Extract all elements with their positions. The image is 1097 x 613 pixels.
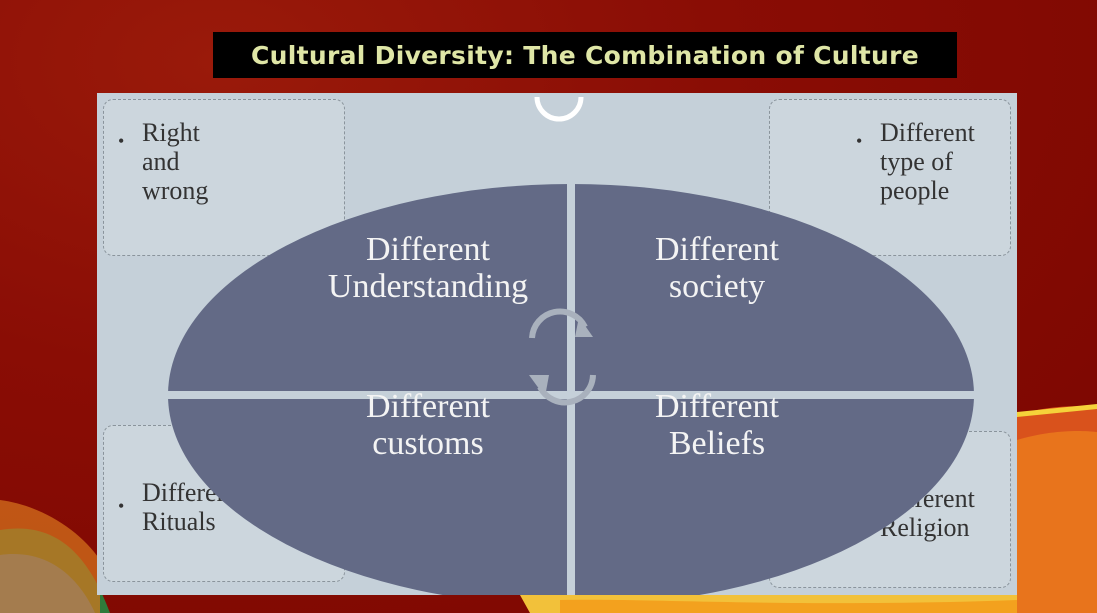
quadrant-label-understanding: Different Understanding (298, 231, 558, 305)
quadrant-label-beliefs: Different Beliefs (587, 388, 847, 462)
corner-text-right-and-wrong: Right and wrong (142, 118, 209, 205)
quadrant-line2: society (668, 268, 766, 305)
quadrant-line1: Different (366, 231, 490, 268)
quadrant-label-customs: Different customs (298, 388, 558, 462)
quadrant-line2: Beliefs (668, 425, 766, 462)
quadrant-line1: Different (366, 388, 490, 425)
quadrant-line1: Different (655, 231, 779, 268)
quadrant-line1: Different (655, 388, 779, 425)
quadrant-line2: customs (372, 425, 484, 462)
corner-box-top-left: • Right and wrong (103, 99, 345, 256)
corner-text-different-religion: Different Religion (880, 484, 975, 542)
title-banner: Cultural Diversity: The Combination of C… (213, 32, 957, 78)
diagram-panel: • Right and wrong • Different type of pe… (97, 93, 1017, 595)
ellipse-diagram (168, 96, 974, 595)
quadrant-label-society: Different society (587, 231, 847, 305)
corner-text-different-type-of-people: Different type of people (880, 118, 975, 205)
page-title: Cultural Diversity: The Combination of C… (251, 40, 919, 70)
quadrant-line2: Understanding (327, 268, 529, 305)
